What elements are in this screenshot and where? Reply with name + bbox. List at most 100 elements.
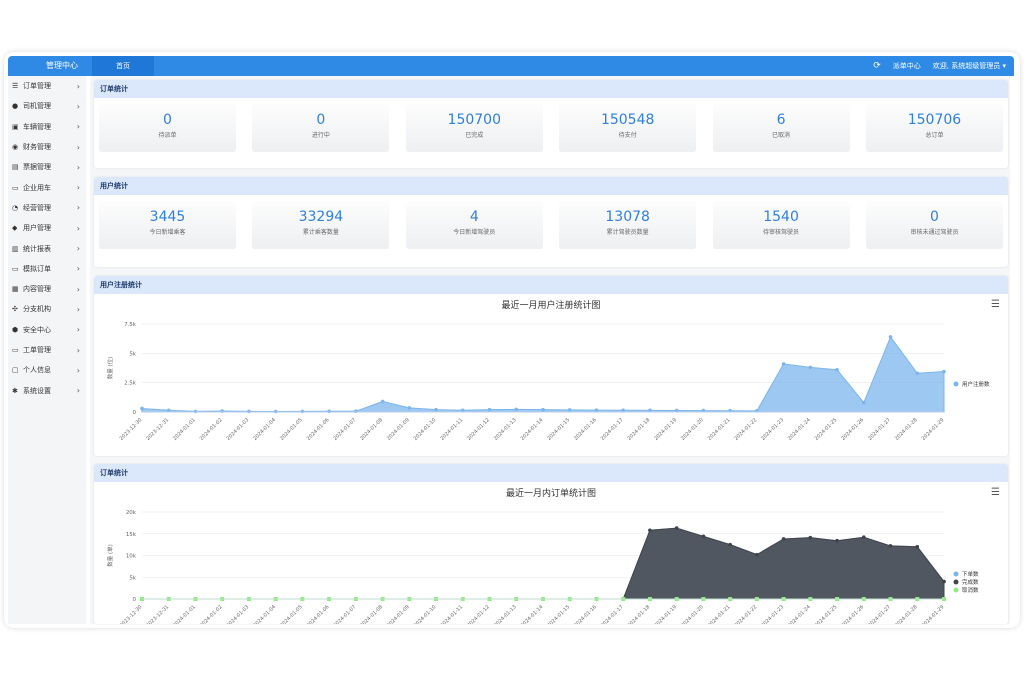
sidebar-item[interactable]: ✣ 分支机构 › bbox=[8, 299, 86, 319]
stat-card: 13078 累计驾驶员数量 bbox=[559, 201, 697, 249]
data-point bbox=[567, 408, 572, 412]
sidebar-item-label: 企业用车 bbox=[23, 183, 51, 192]
chart-title: 最近一月用户注册统计图 bbox=[501, 301, 601, 311]
sidebar-item[interactable]: ⬢ 安全中心 › bbox=[8, 320, 86, 340]
x-tick-label: 2024-01-01 bbox=[172, 604, 197, 624]
data-point bbox=[888, 544, 893, 548]
sidebar-item[interactable]: ✱ 系统设置 › bbox=[8, 380, 86, 400]
data-point bbox=[915, 371, 920, 376]
sidebar-item[interactable]: ▣ 车辆管理 › bbox=[8, 117, 86, 137]
stat-label: 待支付 bbox=[618, 132, 637, 139]
x-tick-label: 2024-01-16 bbox=[573, 417, 598, 442]
stat-value: 0 bbox=[929, 209, 939, 225]
top-right-area: ⟳ 派单中心 欢迎, 系统超级管理员 ▾ bbox=[873, 56, 1006, 76]
sidebar: ☰ 订单管理 › ● 司机管理 › ▣ 车辆管理 › ◉ 财务管理 › ▤ 票据管理 › ▭ 企业用车 › ◔ 经营管… bbox=[8, 76, 86, 624]
sidebar-item[interactable]: ▢ 个人信息 › bbox=[8, 360, 86, 380]
legend-marker bbox=[953, 579, 959, 585]
sidebar-item-label: 内容管理 bbox=[23, 285, 51, 294]
sidebar-item[interactable]: ◉ 财务管理 › bbox=[8, 137, 86, 157]
x-tick-label: 2024-01-12 bbox=[466, 604, 491, 624]
data-point bbox=[862, 400, 866, 405]
data-point bbox=[808, 365, 813, 370]
x-tick-label: 2024-01-03 bbox=[226, 604, 251, 624]
x-tick-label: 2024-01-03 bbox=[226, 417, 251, 442]
sidebar-item[interactable]: ▥ 统计报表 › bbox=[8, 238, 86, 258]
chevron-right-icon: › bbox=[76, 386, 80, 396]
data-point bbox=[701, 534, 706, 539]
sidebar-item[interactable]: ▦ 内容管理 › bbox=[8, 279, 86, 299]
x-tick-label: 2024-01-05 bbox=[279, 417, 304, 442]
legend-label[interactable]: 用户注册数 bbox=[962, 380, 990, 388]
y-tick-label: 5k bbox=[129, 575, 136, 581]
stat-card: 150706 总订单 bbox=[865, 104, 1003, 152]
legend-label[interactable]: 完成数 bbox=[962, 578, 979, 586]
chart-menu-icon[interactable]: ☰ bbox=[991, 487, 1000, 498]
x-tick-label: 2024-01-10 bbox=[413, 417, 438, 442]
sidebar-item-label: 经营管理 bbox=[23, 203, 51, 212]
data-point bbox=[755, 552, 759, 557]
sidebar-item-label: 分支机构 bbox=[23, 305, 51, 314]
x-tick-label: 2024-01-07 bbox=[332, 604, 357, 624]
shield-icon: ⬢ bbox=[12, 325, 19, 334]
y-axis-label: 数量 (单) bbox=[106, 544, 114, 567]
car-icon: ▣ bbox=[12, 122, 19, 131]
sidebar-item-label: 财务管理 bbox=[23, 143, 51, 152]
x-tick-label: 2024-01-28 bbox=[894, 417, 919, 442]
legend-label[interactable]: 取消数 bbox=[962, 586, 979, 594]
data-point bbox=[140, 406, 144, 411]
sidebar-item[interactable]: ▭ 企业用车 › bbox=[8, 177, 86, 197]
x-tick-label: 2024-01-17 bbox=[600, 417, 625, 442]
y-tick-label: 7.5k bbox=[124, 322, 137, 328]
series-area bbox=[141, 335, 945, 413]
x-tick-label: 2024-01-20 bbox=[680, 417, 705, 442]
x-tick-label: 2024-01-23 bbox=[760, 417, 785, 442]
stat-label: 今日新增乘客 bbox=[149, 229, 186, 236]
order-center-link[interactable]: 派单中心 bbox=[892, 62, 921, 70]
sidebar-item-label: 票据管理 bbox=[23, 163, 51, 172]
chevron-right-icon: › bbox=[76, 81, 80, 91]
tab-home[interactable]: 首页 bbox=[92, 56, 154, 76]
x-tick-label: 2024-01-05 bbox=[279, 604, 304, 624]
stat-card: 150700 已完成 bbox=[405, 104, 543, 152]
data-point bbox=[327, 409, 331, 414]
registration-chart-panel: 用户注册统计 最近一月用户注册统计图 ☰ 0 2.5k 5k 7.5k 数量 (位) 20… bbox=[94, 276, 1008, 456]
data-point bbox=[193, 409, 198, 414]
x-tick-label: 2024-01-02 bbox=[199, 604, 224, 624]
x-tick-label: 2024-01-11 bbox=[439, 604, 464, 624]
stat-value: 0 bbox=[316, 112, 326, 128]
brand-title: 管理中心 bbox=[46, 61, 78, 70]
x-tick-label: 2023-12-30 bbox=[119, 604, 144, 624]
stat-label: 累计驾驶员数量 bbox=[606, 229, 649, 236]
stat-card: 33294 累计乘客数量 bbox=[252, 201, 390, 249]
x-tick-label: 2023-12-31 bbox=[145, 417, 170, 442]
users-icon: ◆ bbox=[12, 224, 18, 233]
sidebar-item[interactable]: ◔ 经营管理 › bbox=[8, 198, 86, 218]
sidebar-item[interactable]: ◆ 用户管理 › bbox=[8, 218, 86, 238]
legend-label[interactable]: 下单数 bbox=[962, 570, 979, 578]
stat-label: 累计乘客数量 bbox=[302, 229, 339, 236]
sidebar-item[interactable]: ☰ 订单管理 › bbox=[8, 76, 86, 96]
x-tick-label: 2024-01-04 bbox=[252, 417, 277, 442]
stat-card: 0 审核未通过驾驶员 bbox=[865, 201, 1003, 249]
data-point bbox=[648, 528, 652, 533]
sidebar-item[interactable]: ▭ 工单管理 › bbox=[8, 340, 86, 360]
stat-label: 待派单 bbox=[158, 132, 177, 139]
sidebar-item[interactable]: ▤ 票据管理 › bbox=[8, 157, 86, 177]
data-point bbox=[621, 408, 625, 413]
sidebar-item[interactable]: ▭ 模拟订单 › bbox=[8, 259, 86, 279]
stat-card: 0 待派单 bbox=[99, 104, 236, 152]
user-menu[interactable]: 欢迎, 系统超级管理员 ▾ bbox=[932, 62, 1006, 70]
panel-title: 用户统计 bbox=[94, 177, 1008, 195]
sidebar-item[interactable]: ● 司机管理 › bbox=[8, 96, 86, 116]
x-tick-label: 2024-01-15 bbox=[546, 604, 571, 624]
panel-title: 订单统计 bbox=[94, 464, 1008, 482]
refresh-icon[interactable]: ⟳ bbox=[873, 61, 881, 71]
x-tick-label: 2024-01-04 bbox=[252, 604, 277, 624]
stat-card: 3445 今日新增乘客 bbox=[99, 201, 236, 249]
chart-menu-icon[interactable]: ☰ bbox=[991, 299, 1000, 310]
data-point bbox=[835, 538, 839, 543]
x-tick-label: 2024-01-18 bbox=[627, 604, 652, 624]
panel-title: 用户注册统计 bbox=[94, 276, 1008, 294]
user-icon: ● bbox=[12, 102, 19, 111]
